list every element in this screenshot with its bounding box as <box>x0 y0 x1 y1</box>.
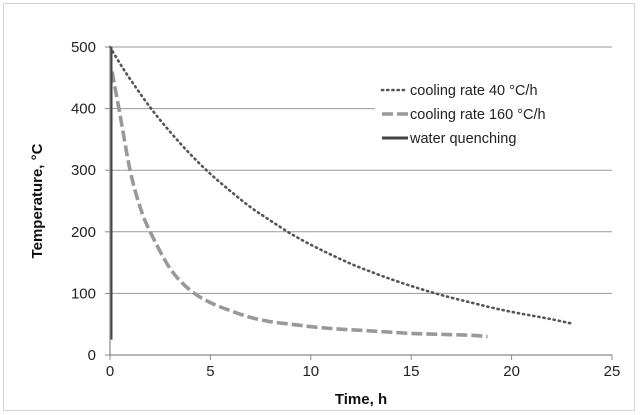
legend-label-1: cooling rate 40 °C/h <box>410 83 538 99</box>
y-tick-label-500: 500 <box>71 39 96 56</box>
axes <box>105 46 613 360</box>
series-line-1 <box>108 45 574 325</box>
legend-label-3: water quenching <box>409 131 516 147</box>
legend-background <box>375 82 615 160</box>
series-line-2 <box>110 71 488 339</box>
y-tick-label-100: 100 <box>71 285 96 302</box>
y-tick-label-200: 200 <box>71 224 96 241</box>
x-tick-label-15: 15 <box>403 363 420 380</box>
chart-frame <box>3 3 635 411</box>
x-tick-label-0: 0 <box>106 363 114 380</box>
x-tick-label-20: 20 <box>503 363 520 380</box>
y-tick-label-300: 300 <box>71 162 96 179</box>
y-axis-title: Temperature, °C <box>29 143 46 258</box>
x-tick-label-25: 25 <box>604 363 621 380</box>
legend: cooling rate 40 °C/h cooling rate 160 °C/… <box>375 82 615 160</box>
series-lines <box>108 45 574 340</box>
x-axis-title: Time, h <box>335 391 387 408</box>
x-tick-label-10: 10 <box>302 363 319 380</box>
y-tick-label-0: 0 <box>88 347 96 364</box>
tick-labels: 0 5 10 15 20 25 0 100 200 300 400 500 <box>71 39 620 380</box>
x-tick-label-5: 5 <box>206 363 214 380</box>
y-tick-label-400: 400 <box>71 101 96 118</box>
legend-label-2: cooling rate 160 °C/h <box>410 107 546 123</box>
